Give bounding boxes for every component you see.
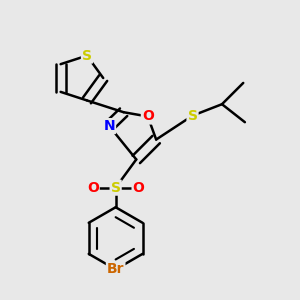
Text: S: S xyxy=(82,49,92,63)
Text: O: O xyxy=(87,181,99,195)
Text: O: O xyxy=(142,110,154,124)
Text: S: S xyxy=(188,109,197,123)
Text: O: O xyxy=(133,181,145,195)
Text: S: S xyxy=(111,181,121,195)
Text: Br: Br xyxy=(107,262,124,276)
Text: N: N xyxy=(103,119,115,133)
